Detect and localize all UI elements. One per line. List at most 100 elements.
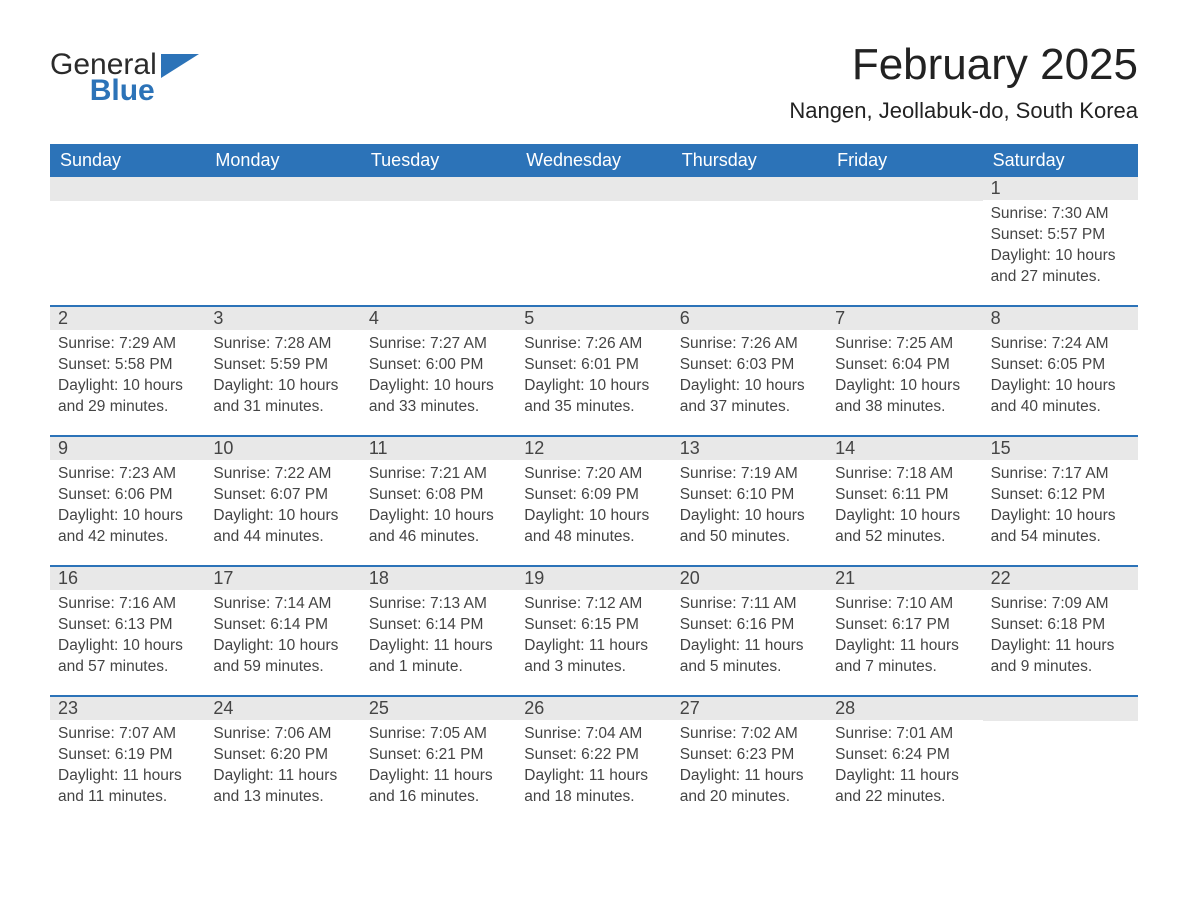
title-block: February 2025 Nangen, Jeollabuk-do, Sout…	[789, 40, 1138, 124]
sunset-line: Sunset: 5:57 PM	[991, 225, 1130, 246]
daylight-line: Daylight: 11 hours and 3 minutes.	[524, 636, 663, 678]
day-number: 24	[205, 697, 360, 720]
day-cell: 10Sunrise: 7:22 AMSunset: 6:07 PMDayligh…	[205, 437, 360, 565]
day-number: 27	[672, 697, 827, 720]
sunset-line: Sunset: 6:01 PM	[524, 355, 663, 376]
day-cell: 6Sunrise: 7:26 AMSunset: 6:03 PMDaylight…	[672, 307, 827, 435]
day-number: 11	[361, 437, 516, 460]
sunset-line: Sunset: 6:12 PM	[991, 485, 1130, 506]
sunrise-line: Sunrise: 7:09 AM	[991, 594, 1130, 615]
day-number: 18	[361, 567, 516, 590]
sunrise-line: Sunrise: 7:13 AM	[369, 594, 508, 615]
sunrise-line: Sunrise: 7:14 AM	[213, 594, 352, 615]
flag-icon	[161, 54, 199, 80]
daylight-line: Daylight: 11 hours and 1 minute.	[369, 636, 508, 678]
day-cell	[205, 177, 360, 305]
sunrise-line: Sunrise: 7:23 AM	[58, 464, 197, 485]
day-body: Sunrise: 7:30 AMSunset: 5:57 PMDaylight:…	[983, 200, 1138, 296]
day-number	[205, 177, 360, 201]
daylight-line: Daylight: 10 hours and 59 minutes.	[213, 636, 352, 678]
day-body: Sunrise: 7:13 AMSunset: 6:14 PMDaylight:…	[361, 590, 516, 686]
day-body	[672, 201, 827, 213]
daylight-line: Daylight: 10 hours and 48 minutes.	[524, 506, 663, 548]
dow-cell: Sunday	[50, 144, 205, 177]
daylight-line: Daylight: 11 hours and 22 minutes.	[835, 766, 974, 808]
daylight-line: Daylight: 10 hours and 42 minutes.	[58, 506, 197, 548]
day-cell	[361, 177, 516, 305]
week-row: 23Sunrise: 7:07 AMSunset: 6:19 PMDayligh…	[50, 695, 1138, 825]
day-cell: 26Sunrise: 7:04 AMSunset: 6:22 PMDayligh…	[516, 697, 671, 825]
day-cell: 1Sunrise: 7:30 AMSunset: 5:57 PMDaylight…	[983, 177, 1138, 305]
day-cell: 25Sunrise: 7:05 AMSunset: 6:21 PMDayligh…	[361, 697, 516, 825]
day-body: Sunrise: 7:06 AMSunset: 6:20 PMDaylight:…	[205, 720, 360, 816]
sunrise-line: Sunrise: 7:22 AM	[213, 464, 352, 485]
daylight-line: Daylight: 10 hours and 38 minutes.	[835, 376, 974, 418]
day-cell: 4Sunrise: 7:27 AMSunset: 6:00 PMDaylight…	[361, 307, 516, 435]
day-body	[361, 201, 516, 213]
dow-cell: Friday	[827, 144, 982, 177]
sunset-line: Sunset: 6:22 PM	[524, 745, 663, 766]
week-row: 1Sunrise: 7:30 AMSunset: 5:57 PMDaylight…	[50, 177, 1138, 305]
sunrise-line: Sunrise: 7:27 AM	[369, 334, 508, 355]
page-subtitle: Nangen, Jeollabuk-do, South Korea	[789, 98, 1138, 124]
day-body: Sunrise: 7:07 AMSunset: 6:19 PMDaylight:…	[50, 720, 205, 816]
day-body: Sunrise: 7:26 AMSunset: 6:01 PMDaylight:…	[516, 330, 671, 426]
sunrise-line: Sunrise: 7:19 AM	[680, 464, 819, 485]
sunrise-line: Sunrise: 7:29 AM	[58, 334, 197, 355]
day-number	[983, 697, 1138, 721]
day-body: Sunrise: 7:12 AMSunset: 6:15 PMDaylight:…	[516, 590, 671, 686]
page-title: February 2025	[789, 40, 1138, 90]
header: General Blue February 2025 Nangen, Jeoll…	[50, 40, 1138, 124]
day-body: Sunrise: 7:27 AMSunset: 6:00 PMDaylight:…	[361, 330, 516, 426]
day-number: 21	[827, 567, 982, 590]
daylight-line: Daylight: 11 hours and 9 minutes.	[991, 636, 1130, 678]
sunrise-line: Sunrise: 7:30 AM	[991, 204, 1130, 225]
sunrise-line: Sunrise: 7:24 AM	[991, 334, 1130, 355]
day-cell: 28Sunrise: 7:01 AMSunset: 6:24 PMDayligh…	[827, 697, 982, 825]
day-body: Sunrise: 7:16 AMSunset: 6:13 PMDaylight:…	[50, 590, 205, 686]
day-cell: 12Sunrise: 7:20 AMSunset: 6:09 PMDayligh…	[516, 437, 671, 565]
sunset-line: Sunset: 6:20 PM	[213, 745, 352, 766]
daylight-line: Daylight: 11 hours and 20 minutes.	[680, 766, 819, 808]
daylight-line: Daylight: 10 hours and 54 minutes.	[991, 506, 1130, 548]
day-body: Sunrise: 7:28 AMSunset: 5:59 PMDaylight:…	[205, 330, 360, 426]
sunrise-line: Sunrise: 7:05 AM	[369, 724, 508, 745]
daylight-line: Daylight: 10 hours and 27 minutes.	[991, 246, 1130, 288]
day-number: 7	[827, 307, 982, 330]
sunset-line: Sunset: 6:03 PM	[680, 355, 819, 376]
day-cell	[672, 177, 827, 305]
day-cell: 8Sunrise: 7:24 AMSunset: 6:05 PMDaylight…	[983, 307, 1138, 435]
sunset-line: Sunset: 6:21 PM	[369, 745, 508, 766]
day-body: Sunrise: 7:17 AMSunset: 6:12 PMDaylight:…	[983, 460, 1138, 556]
daylight-line: Daylight: 11 hours and 7 minutes.	[835, 636, 974, 678]
week-row: 16Sunrise: 7:16 AMSunset: 6:13 PMDayligh…	[50, 565, 1138, 695]
sunset-line: Sunset: 6:07 PM	[213, 485, 352, 506]
day-body: Sunrise: 7:14 AMSunset: 6:14 PMDaylight:…	[205, 590, 360, 686]
day-body: Sunrise: 7:19 AMSunset: 6:10 PMDaylight:…	[672, 460, 827, 556]
sunrise-line: Sunrise: 7:11 AM	[680, 594, 819, 615]
day-number	[672, 177, 827, 201]
daylight-line: Daylight: 10 hours and 35 minutes.	[524, 376, 663, 418]
day-number: 12	[516, 437, 671, 460]
day-number: 3	[205, 307, 360, 330]
daylight-line: Daylight: 10 hours and 37 minutes.	[680, 376, 819, 418]
day-cell: 14Sunrise: 7:18 AMSunset: 6:11 PMDayligh…	[827, 437, 982, 565]
sunrise-line: Sunrise: 7:28 AM	[213, 334, 352, 355]
day-number: 4	[361, 307, 516, 330]
day-body: Sunrise: 7:20 AMSunset: 6:09 PMDaylight:…	[516, 460, 671, 556]
day-number: 16	[50, 567, 205, 590]
dow-cell: Monday	[205, 144, 360, 177]
day-body: Sunrise: 7:25 AMSunset: 6:04 PMDaylight:…	[827, 330, 982, 426]
day-body	[827, 201, 982, 213]
day-cell: 9Sunrise: 7:23 AMSunset: 6:06 PMDaylight…	[50, 437, 205, 565]
sunrise-line: Sunrise: 7:26 AM	[524, 334, 663, 355]
day-number: 5	[516, 307, 671, 330]
daylight-line: Daylight: 10 hours and 46 minutes.	[369, 506, 508, 548]
day-body: Sunrise: 7:01 AMSunset: 6:24 PMDaylight:…	[827, 720, 982, 816]
sunrise-line: Sunrise: 7:25 AM	[835, 334, 974, 355]
day-cell: 7Sunrise: 7:25 AMSunset: 6:04 PMDaylight…	[827, 307, 982, 435]
day-body: Sunrise: 7:24 AMSunset: 6:05 PMDaylight:…	[983, 330, 1138, 426]
sunset-line: Sunset: 6:17 PM	[835, 615, 974, 636]
day-number: 10	[205, 437, 360, 460]
day-body	[983, 721, 1138, 733]
